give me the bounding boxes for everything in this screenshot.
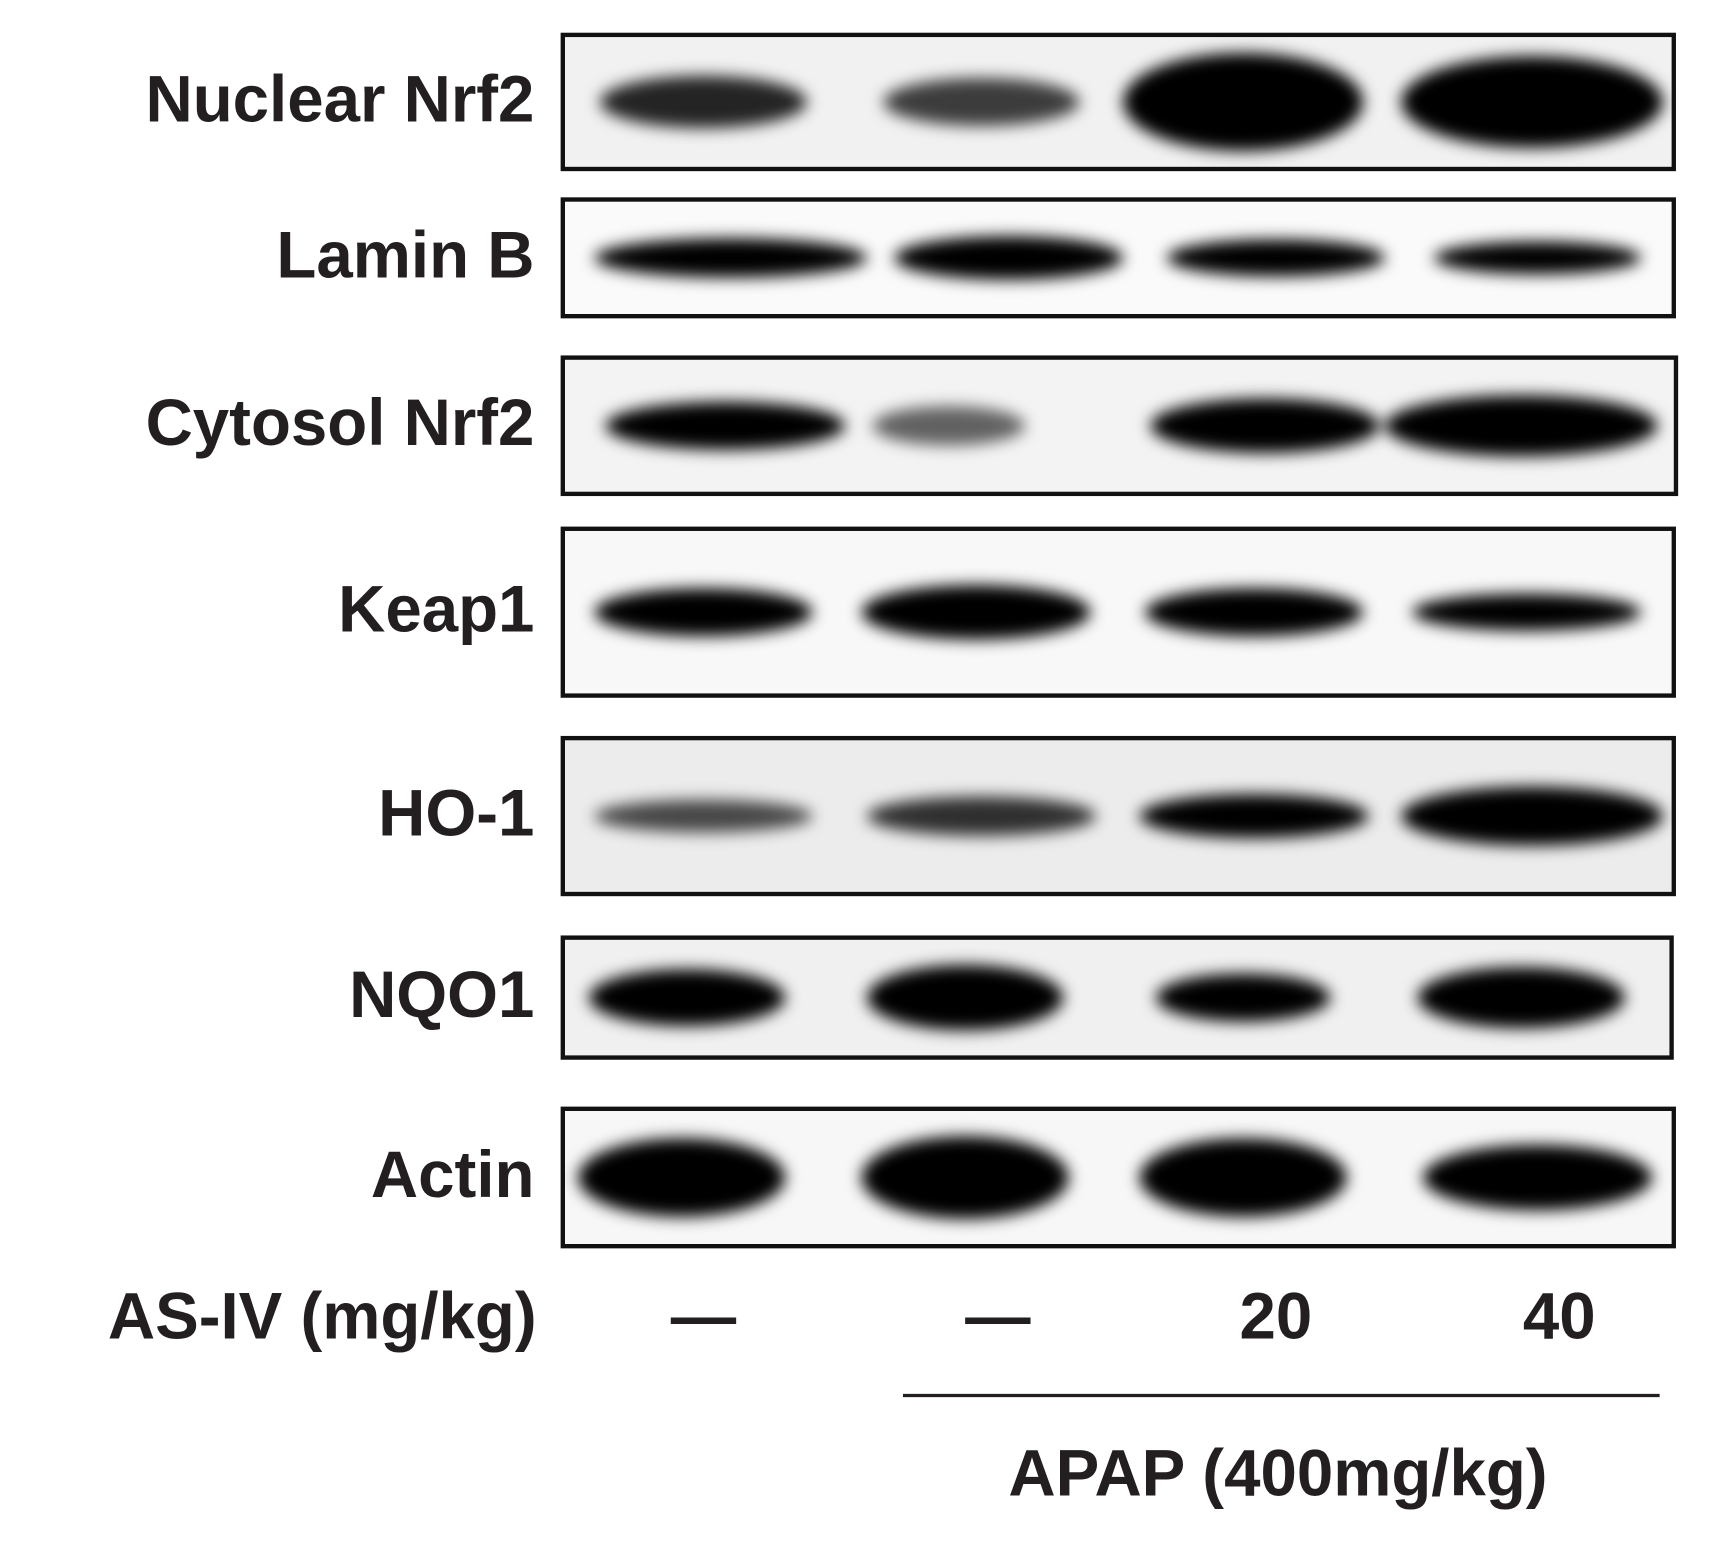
bands — [594, 584, 1642, 640]
dose-label: — — [965, 1280, 1031, 1353]
band — [894, 236, 1124, 280]
blot-panel — [560, 526, 1676, 698]
band — [594, 238, 867, 278]
blot-panel — [560, 32, 1676, 172]
bands — [594, 786, 1663, 846]
band — [1401, 56, 1663, 148]
band — [1166, 239, 1385, 277]
row-label: Actin — [371, 1138, 535, 1211]
band — [866, 796, 1096, 836]
band — [1384, 395, 1658, 457]
bands — [588, 964, 1625, 1031]
row-label: Keap1 — [338, 573, 534, 646]
band — [1145, 588, 1364, 637]
band — [1417, 967, 1625, 1029]
band — [1401, 786, 1663, 846]
row-label: HO-1 — [378, 777, 534, 850]
blot-panel — [560, 735, 1676, 897]
band — [599, 75, 808, 129]
band — [861, 1136, 1069, 1219]
band — [872, 406, 1026, 446]
bands — [594, 236, 1642, 280]
treatment-label: AS-IV (mg/kg) — [108, 1280, 537, 1353]
blot-panel — [560, 935, 1674, 1060]
bands — [599, 52, 1663, 152]
band — [883, 77, 1080, 126]
blot-panel — [560, 355, 1679, 497]
panel-frame — [560, 197, 1676, 319]
group-label: APAP (400mg/kg) — [1008, 1437, 1547, 1510]
dose-label: — — [671, 1280, 737, 1353]
panel-frame — [560, 32, 1676, 172]
bands — [605, 395, 1658, 457]
band — [1139, 794, 1369, 838]
band — [594, 799, 813, 833]
row-label: Cytosol Nrf2 — [146, 386, 535, 459]
row-label: Lamin B — [276, 218, 534, 291]
band — [866, 964, 1064, 1031]
dose-label: 20 — [1239, 1280, 1312, 1353]
band — [594, 588, 813, 637]
row-label: Nuclear Nrf2 — [145, 62, 534, 135]
bands — [578, 1136, 1652, 1219]
panel-frame — [560, 526, 1676, 698]
blot-panel — [560, 1106, 1676, 1249]
band — [1423, 1144, 1652, 1211]
band — [588, 969, 786, 1026]
band — [1155, 973, 1331, 1022]
row-label: NQO1 — [349, 958, 534, 1031]
band — [1150, 398, 1380, 454]
band — [1139, 1138, 1347, 1217]
band — [605, 401, 846, 450]
panel-frame — [560, 735, 1676, 897]
band — [1123, 52, 1364, 152]
band — [578, 1138, 786, 1217]
band — [1412, 593, 1642, 631]
panel-frame — [560, 935, 1674, 1060]
blot-panel — [560, 197, 1676, 319]
band — [1433, 241, 1642, 275]
dose-label: 40 — [1523, 1280, 1596, 1353]
panel-frame — [560, 355, 1679, 497]
panel-frame — [560, 1106, 1676, 1249]
band — [861, 584, 1091, 640]
